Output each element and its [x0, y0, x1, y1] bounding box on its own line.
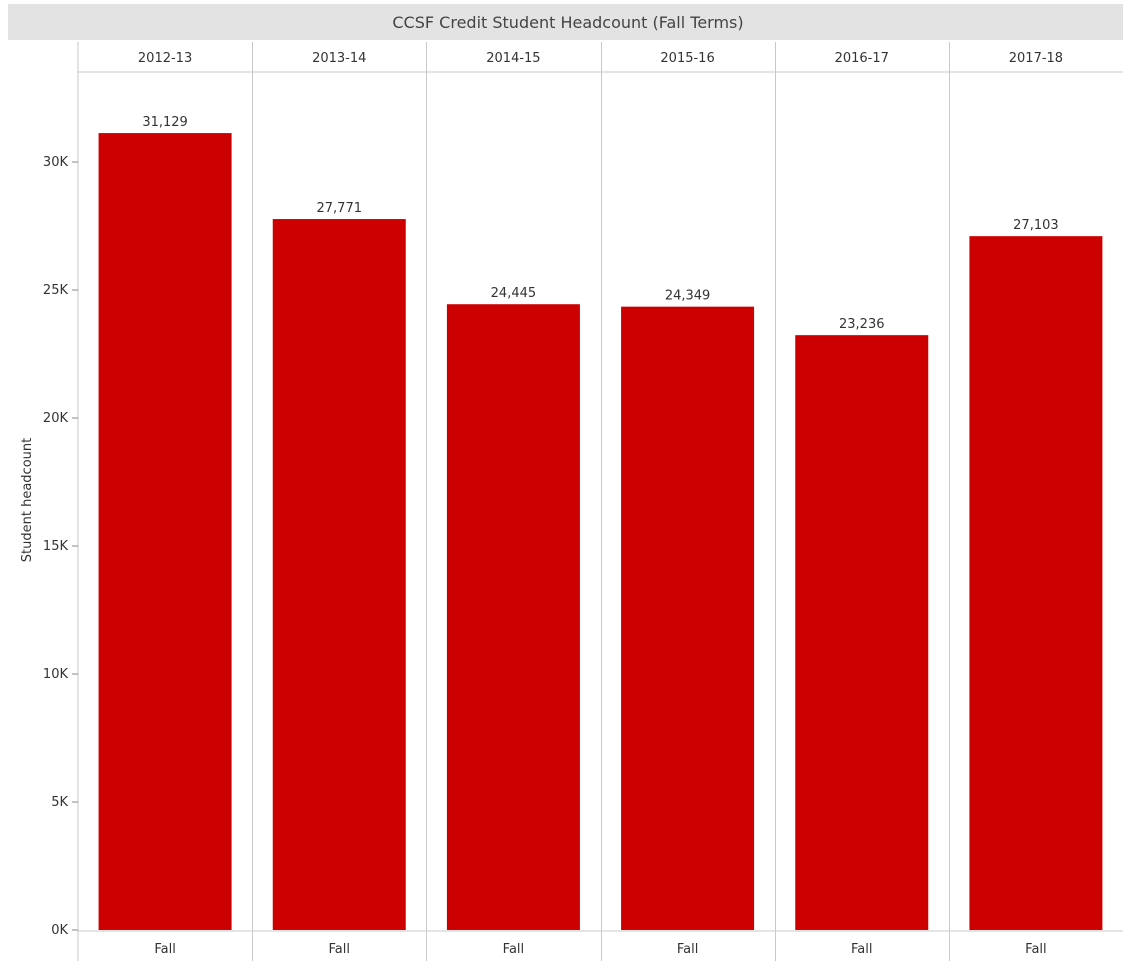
bar	[446, 304, 580, 930]
x-sub-category-label: Fall	[329, 942, 350, 957]
chart-title: CCSF Credit Student Headcount (Fall Term…	[392, 13, 743, 32]
bar-value-label: 23,236	[839, 317, 885, 332]
y-tick-label: 0K	[51, 923, 68, 938]
bar	[795, 335, 929, 930]
bar	[272, 219, 406, 931]
y-tick-label: 15K	[43, 539, 69, 554]
bar-value-label: 31,129	[142, 115, 188, 130]
bar-value-label: 27,771	[317, 201, 363, 216]
column-header-label: 2016-17	[835, 51, 889, 66]
bar	[621, 306, 755, 930]
bar	[969, 236, 1103, 930]
bar	[98, 133, 232, 930]
bar-value-label: 27,103	[1013, 218, 1059, 233]
y-axis-ticks: 0K 5K 10K 15K 20K 25K 30K	[43, 155, 78, 938]
y-axis-label: Student headcount	[20, 438, 35, 562]
title-band	[8, 4, 1123, 40]
bar-value-label: 24,445	[491, 286, 537, 301]
x-sub-category-label: Fall	[851, 942, 872, 957]
column-header-label: 2013-14	[312, 51, 366, 66]
x-sub-category-label: Fall	[154, 942, 175, 957]
y-tick-label: 25K	[43, 283, 69, 298]
column-header-label: 2012-13	[138, 51, 192, 66]
bars	[98, 133, 1103, 931]
y-tick-label: 30K	[43, 155, 69, 170]
value-labels: 31,129 27,771 24,445 24,349 23,236 27,103	[142, 115, 1058, 332]
y-tick-label: 10K	[43, 667, 69, 682]
panel-dividers	[77, 42, 1123, 961]
bar-value-label: 24,349	[665, 289, 711, 304]
y-tick-label: 20K	[43, 411, 69, 426]
column-header-label: 2015-16	[660, 51, 714, 66]
x-axis-sub-labels: Fall Fall Fall Fall Fall Fall	[154, 942, 1046, 957]
column-header-label: 2017-18	[1009, 51, 1063, 66]
column-header-label: 2014-15	[486, 51, 540, 66]
x-sub-category-label: Fall	[677, 942, 698, 957]
column-headers: 2012-13 2013-14 2014-15 2015-16 2016-17 2017-…	[138, 51, 1063, 66]
x-sub-category-label: Fall	[503, 942, 524, 957]
y-tick-label: 5K	[51, 795, 68, 810]
x-sub-category-label: Fall	[1025, 942, 1046, 957]
